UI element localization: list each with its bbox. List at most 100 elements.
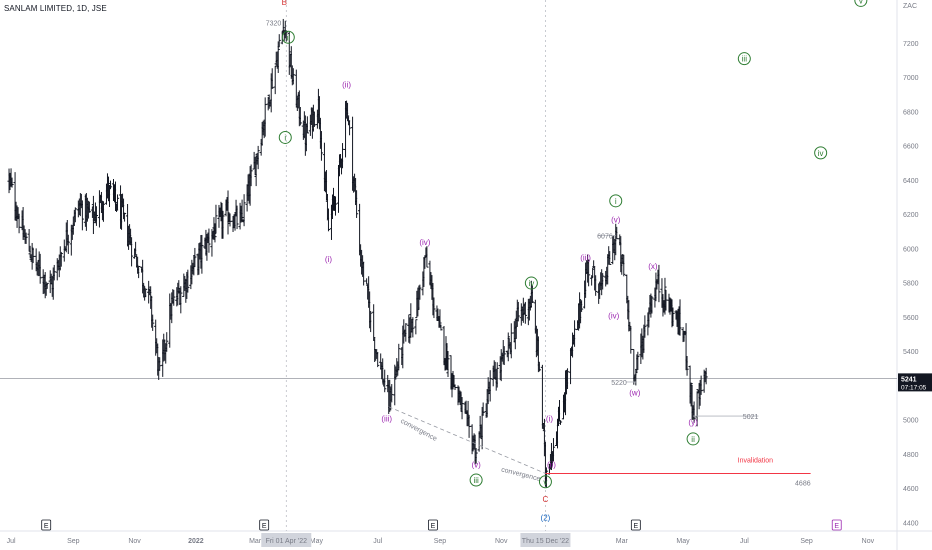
earnings-marker[interactable]: E (259, 519, 270, 531)
wave-label: (ii) (547, 461, 556, 470)
earnings-marker[interactable]: E (428, 519, 438, 531)
ohlc-bar (305, 116, 309, 134)
svg-text:ii: ii (691, 435, 695, 444)
ohlc-bar (115, 194, 120, 211)
symbol-title: SANLAM LIMITED, 1D, JSE (4, 4, 107, 13)
earnings-marker[interactable]: E (831, 519, 842, 531)
crosshair-date-badge: Fri 01 Apr '22 (261, 533, 312, 547)
ohlc-bar (369, 310, 373, 333)
ohlc-bar (629, 326, 633, 354)
ohlc-bar (256, 145, 260, 170)
price-tick-label: 7200 (903, 41, 919, 48)
ohlc-bar (291, 68, 295, 85)
wave-label: (v) (471, 461, 481, 470)
wave-label: (w) (629, 389, 640, 398)
ohlc-bar (113, 181, 118, 212)
price-axis: 4400460048005000520054005600580060006200… (898, 41, 932, 527)
ohlc-bar (572, 320, 577, 347)
ohlc-bar (523, 301, 527, 324)
svg-text:(y): (y) (688, 418, 698, 427)
ohlc-bar (536, 336, 541, 373)
ohlc-bar (453, 384, 457, 391)
price-level-label: 4686 (795, 480, 811, 487)
ohlc-bar (439, 324, 443, 331)
crosshair-lines (0, 0, 897, 531)
time-tick-label: Jul (7, 538, 16, 545)
ohlc-bar (122, 212, 127, 222)
ohlc-bar (38, 253, 42, 284)
ohlc-bar (249, 164, 253, 187)
ohlc-bar (362, 262, 366, 286)
ohlc-bar (144, 288, 148, 298)
ohlc-bar (270, 68, 274, 90)
svg-text:B: B (282, 0, 287, 7)
ohlc-bar (404, 323, 408, 342)
ohlc-bar (108, 180, 113, 190)
ohlc-bar (73, 207, 77, 223)
time-tick-label: Sep (434, 538, 447, 545)
wave-label: iii (469, 473, 483, 487)
svg-text:(iii): (iii) (580, 253, 591, 262)
wave-label: v (538, 475, 552, 489)
ohlc-bar (608, 251, 612, 265)
ohlc-bar (397, 343, 401, 371)
ohlc-bar (214, 204, 218, 234)
ohlc-bar (31, 247, 35, 264)
ohlc-bar (622, 254, 626, 277)
ohlc-bar (647, 307, 651, 328)
ohlc-bar (601, 273, 605, 290)
price-level-label: 6076 (597, 233, 613, 240)
svg-text:(iv): (iv) (608, 312, 619, 321)
ohlc-bar (636, 351, 640, 370)
wave-label: i (609, 194, 623, 208)
price-tick-label: 4600 (903, 486, 919, 493)
svg-text:C: C (543, 495, 549, 504)
ohlc-bar (579, 300, 584, 312)
svg-text:E: E (262, 523, 267, 530)
ohlc-bar (101, 201, 106, 222)
wave-label: (iv) (608, 312, 619, 321)
price-tick-label: 5400 (903, 349, 919, 356)
ohlc-bar (663, 277, 667, 315)
svg-text:(ii): (ii) (342, 80, 351, 89)
ohlc-bar (147, 280, 151, 304)
ohlc-bar (414, 319, 418, 335)
annotation-layer: 73206076522050214686convergenceconvergen… (266, 0, 868, 523)
wave-label: (iii) (381, 414, 392, 423)
earnings-marker[interactable]: E (630, 519, 641, 531)
svg-text:E: E (834, 523, 839, 530)
svg-text:iii: iii (742, 55, 748, 64)
svg-text:v: v (859, 0, 863, 5)
time-tick-label: Sep (67, 538, 80, 545)
ohlc-bar (390, 384, 394, 401)
ohlc-bar (228, 213, 232, 227)
ohlc-bar (467, 414, 471, 438)
ohlc-bar (460, 397, 464, 420)
ohlc-bar (592, 260, 596, 268)
ohlc-bar (365, 278, 369, 285)
wave-label: ii (686, 432, 700, 446)
earnings-marker[interactable]: E (41, 519, 52, 531)
ohlc-bar (179, 286, 183, 314)
ohlc-bar (80, 200, 84, 231)
wave-label: (i) (546, 414, 553, 423)
svg-text:iv: iv (528, 279, 534, 288)
svg-text:E: E (44, 523, 49, 530)
currency-label: ZAC (903, 3, 917, 10)
wave-label: (i) (325, 255, 332, 264)
ohlc-bar (425, 246, 429, 268)
ohlc-bar (17, 213, 21, 234)
time-tick-label: Jul (740, 538, 749, 545)
ohlc-bar (474, 448, 478, 464)
time-tick-label: May (676, 538, 690, 545)
wave-label: ii (281, 30, 295, 44)
svg-text:Fri 01 Apr '22: Fri 01 Apr '22 (266, 538, 308, 545)
last-price-value: 5241 (901, 376, 917, 383)
svg-text:i: i (284, 133, 286, 142)
wave-label: (v) (611, 216, 621, 225)
ohlc-bar (312, 112, 317, 127)
price-tick-label: 4400 (903, 520, 919, 527)
